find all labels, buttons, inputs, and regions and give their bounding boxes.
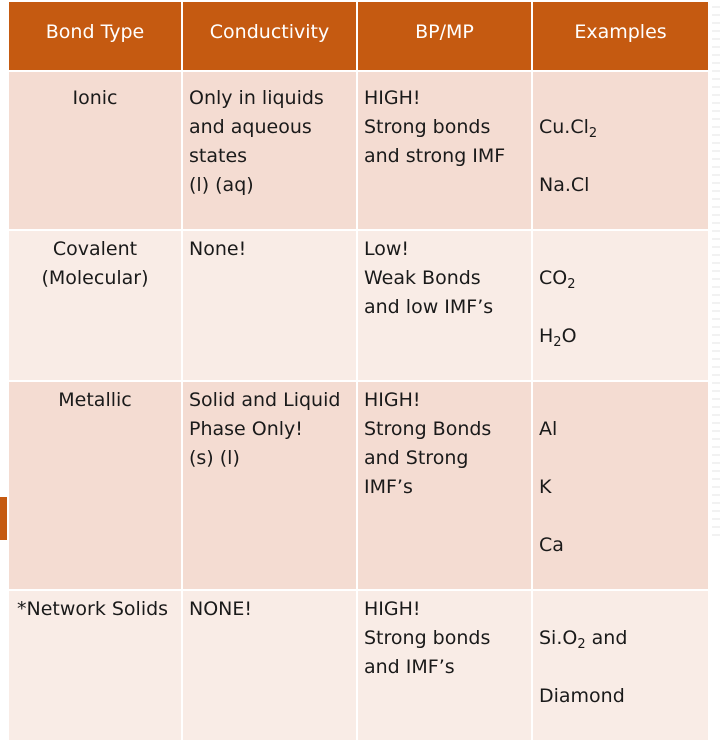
conductivity-cell: Solid and Liquid Phase Only! (s) (l) (181, 380, 358, 591)
bp-mp-cell: HIGH! Strong bonds and strong IMF (356, 70, 533, 231)
examples-cell: Al K Ca (531, 380, 710, 591)
example-formula: H2O (539, 325, 577, 350)
examples-cell: Cu.Cl2 Na.Cl (531, 70, 710, 231)
bond-type-cell: Metallic (7, 380, 183, 591)
example-formula: CO2 (539, 267, 576, 292)
header-bp-mp: BP/MP (356, 0, 533, 72)
header-row: Bond Type Conductivity BP/MP Examples (7, 0, 710, 72)
bond-type-cell: Covalent (Molecular) (7, 229, 183, 382)
examples-cell: CO2 H2O (531, 229, 710, 382)
bond-type-cell: *Network Solids (7, 589, 183, 742)
bond-type-table: Bond Type Conductivity BP/MP Examples Io… (7, 0, 710, 742)
header-examples: Examples (531, 0, 710, 72)
bp-mp-cell: Low! Weak Bonds and low IMF’s (356, 229, 533, 382)
table-row: Metallic Solid and Liquid Phase Only! (s… (7, 380, 710, 591)
example-formula: Si.O2 and (539, 627, 628, 652)
bp-mp-cell: HIGH! Strong bonds and IMF’s (356, 589, 533, 742)
header-bond-type: Bond Type (7, 0, 183, 72)
example-formula: Al (539, 418, 558, 440)
examples-cell: Si.O2 and Diamond (531, 589, 710, 742)
table-row: Covalent (Molecular) None! Low! Weak Bon… (7, 229, 710, 382)
right-edge-stripe (712, 0, 720, 540)
conductivity-cell: NONE! (181, 589, 358, 742)
example-formula: K (539, 476, 552, 498)
table-row: *Network Solids NONE! HIGH! Strong bonds… (7, 589, 710, 742)
example-formula: Ca (539, 534, 564, 556)
example-formula: Cu.Cl2 (539, 116, 598, 141)
conductivity-cell: Only in liquids and aqueous states (l) (… (181, 70, 358, 231)
example-formula: Na.Cl (539, 174, 590, 196)
bp-mp-cell: HIGH! Strong Bonds and Strong IMF’s (356, 380, 533, 591)
table-row: Ionic Only in liquids and aqueous states… (7, 70, 710, 231)
conductivity-cell: None! (181, 229, 358, 382)
header-conductivity: Conductivity (181, 0, 358, 72)
bond-type-cell: Ionic (7, 70, 183, 231)
example-formula: Diamond (539, 685, 625, 707)
